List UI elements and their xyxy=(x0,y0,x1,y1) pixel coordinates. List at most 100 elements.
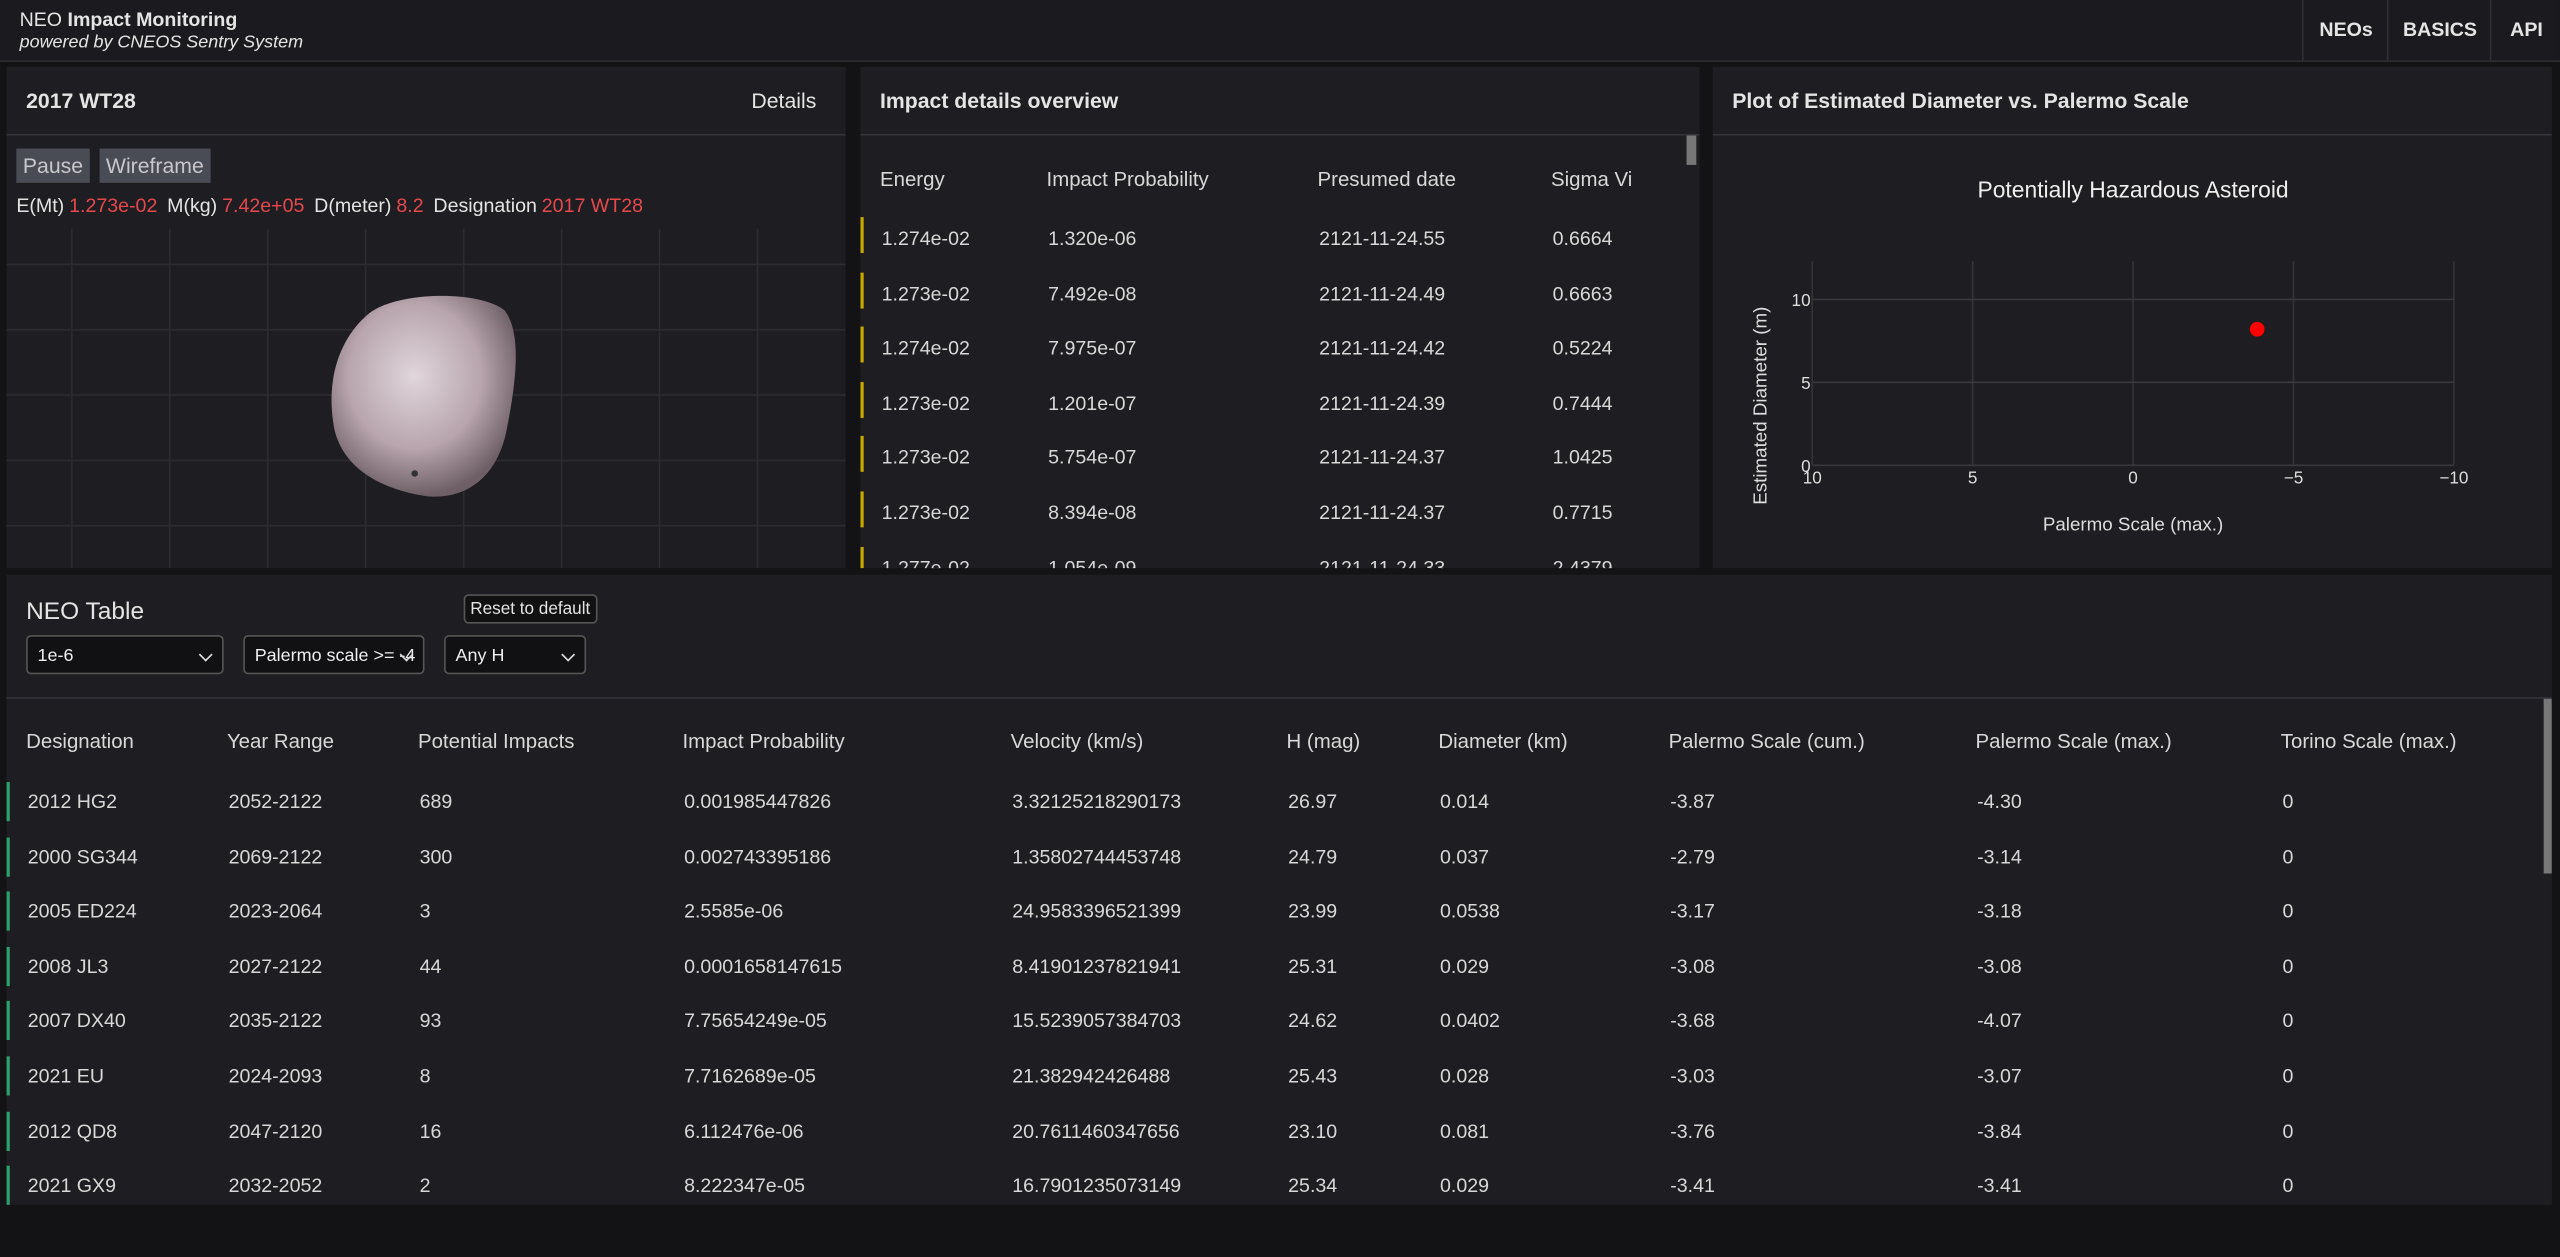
impacts-column-header: Sigma Vi xyxy=(1551,168,1633,192)
viewer-canvas xyxy=(6,228,846,569)
impacts-cell: 2121-11-24.37 xyxy=(1319,501,1446,525)
stat-value: 1.273e-02 xyxy=(69,194,158,218)
impacts-cell: 2121-11-24.49 xyxy=(1319,281,1446,305)
stat-label: Designation xyxy=(433,194,537,218)
row-marker xyxy=(6,891,10,931)
brand: NEO Impact Monitoring xyxy=(20,8,238,31)
neo-cell: 24.62 xyxy=(1288,1009,1338,1033)
neo-cell: 0 xyxy=(2282,1009,2294,1033)
impacts-cell: 2121-11-24.55 xyxy=(1319,226,1446,250)
neo-column-header: Palermo Scale (max.) xyxy=(1975,729,2172,753)
asteroid xyxy=(331,295,516,497)
neo-cell: 3 xyxy=(419,899,431,923)
neo-cell: 2007 DX40 xyxy=(27,1009,126,1033)
row-marker xyxy=(6,1056,10,1096)
neo-cell: -4.30 xyxy=(1977,790,2022,814)
neo-cell: -3.84 xyxy=(1977,1119,2022,1143)
neo-cell: 44 xyxy=(419,954,442,978)
scrollbar[interactable] xyxy=(2543,698,2552,874)
row-marker xyxy=(860,436,864,473)
neo-cell: 8 xyxy=(419,1064,431,1088)
row-marker xyxy=(6,1166,10,1205)
y-axis-label: Estimated Diameter (m) xyxy=(1750,307,1771,505)
impacts-column-header: Energy xyxy=(879,168,945,192)
neo-panel: NEO Table Reset to default Designation Ye… xyxy=(6,574,2552,1205)
viewer-panel: 2017 WT28 Details Pause Wireframe E(Mt) 1.… xyxy=(6,66,846,569)
viewer-buttons: Pause Wireframe xyxy=(16,148,220,183)
neo-cell: 23.99 xyxy=(1288,899,1338,923)
nav-item[interactable]: API xyxy=(2489,0,2560,61)
neo-cell: 0.0001658147615 xyxy=(684,954,843,978)
row-marker xyxy=(860,491,864,528)
reset-button[interactable]: Reset to default xyxy=(463,594,597,624)
viewer-button[interactable]: Pause xyxy=(16,148,90,183)
filter-select[interactable]: 1e-6 xyxy=(26,635,224,675)
row-marker xyxy=(860,271,864,308)
neo-cell: -3.07 xyxy=(1977,1064,2022,1088)
filter-select[interactable]: Any H xyxy=(444,635,587,675)
neo-cell: 300 xyxy=(419,845,453,868)
brand-title: Impact Monitoring xyxy=(67,8,238,32)
neo-cell: 8.41901237821941 xyxy=(1012,954,1182,978)
neo-cell: 2021 EU xyxy=(27,1064,105,1088)
row-marker xyxy=(860,546,864,569)
neo-cell: 0.029 xyxy=(1439,1174,1490,1198)
neo-cell: 93 xyxy=(419,1009,442,1033)
neo-cell: 16 xyxy=(419,1119,442,1143)
neo-cell: 24.9583396521399 xyxy=(1012,899,1182,923)
row-marker xyxy=(6,782,10,822)
impacts-header: Impact details overview xyxy=(860,67,1700,136)
filter-select[interactable]: Palermo scale >= -4 xyxy=(243,635,425,675)
neo-cell: 8.222347e-05 xyxy=(684,1174,806,1198)
impacts-cell: 7.975e-07 xyxy=(1048,336,1137,360)
neo-cell: 7.75654249e-05 xyxy=(684,1009,827,1033)
neo-cell: 2035-2122 xyxy=(228,1009,323,1033)
neo-cell: 2 xyxy=(419,1174,431,1198)
stat-label: M(kg) xyxy=(167,194,218,218)
neo-cell: 0.0538 xyxy=(1439,899,1500,923)
neo-cell: 2052-2122 xyxy=(228,790,323,814)
neo-cell: 2012 HG2 xyxy=(27,790,118,814)
row-marker xyxy=(6,1001,10,1041)
x-axis-label: Palermo Scale (max.) xyxy=(2043,514,2223,535)
neo-cell: 689 xyxy=(419,790,453,814)
neo-cell: 0.0402 xyxy=(1439,1009,1500,1033)
impacts-cell: 1.273e-02 xyxy=(881,501,970,525)
impacts-cell: 1.273e-02 xyxy=(881,391,970,415)
y-tick-label: 0 xyxy=(1801,456,1811,476)
neo-cell: 0 xyxy=(2282,954,2294,978)
neo-cell: 24.79 xyxy=(1288,845,1338,868)
neo-cell: 2012 QD8 xyxy=(27,1119,118,1143)
nav-item[interactable]: BASICS xyxy=(2386,0,2491,61)
neo-column-header: Potential Impacts xyxy=(417,729,575,753)
neo-cell: 2047-2120 xyxy=(228,1119,323,1143)
brand-prefix: NEO xyxy=(19,8,63,32)
data-point xyxy=(2249,321,2265,337)
neo-cell: 2005 ED224 xyxy=(27,899,137,923)
impacts-cell: 2121-11-24.33 xyxy=(1319,556,1446,569)
scrollbar[interactable] xyxy=(1686,135,1697,165)
viewer-grid xyxy=(6,228,846,569)
neo-cell: 2000 SG344 xyxy=(27,845,138,868)
impacts-column-header: Presumed date xyxy=(1317,168,1456,192)
neo-cell: 0.037 xyxy=(1439,845,1490,868)
impacts-cell: 1.274e-02 xyxy=(881,336,970,360)
impacts-cell: 0.6664 xyxy=(1552,226,1613,250)
neo-cell: 25.31 xyxy=(1288,954,1338,978)
neo-column-header: Velocity (km/s) xyxy=(1010,729,1144,753)
details-link[interactable]: Details xyxy=(751,88,817,113)
impacts-cell: 1.201e-07 xyxy=(1048,391,1137,415)
neo-cell: 15.5239057384703 xyxy=(1012,1009,1182,1033)
viewer-header: 2017 WT28 Details xyxy=(6,67,846,136)
neo-column-header: Designation xyxy=(26,729,134,753)
neo-cell: 2.5585e-06 xyxy=(684,899,784,923)
stat-value: 8.2 xyxy=(396,194,424,218)
stat-value: 7.42e+05 xyxy=(222,194,305,218)
neo-column-header: Diameter (km) xyxy=(1438,729,1568,753)
neo-title: NEO Table xyxy=(26,597,145,626)
nav-item[interactable]: NEOs xyxy=(2302,0,2389,61)
neo-cell: 0.014 xyxy=(1439,790,1490,814)
viewer-button[interactable]: Wireframe xyxy=(99,148,211,183)
neo-cell: 2023-2064 xyxy=(228,899,323,923)
impacts-cell: 7.492e-08 xyxy=(1048,281,1137,305)
